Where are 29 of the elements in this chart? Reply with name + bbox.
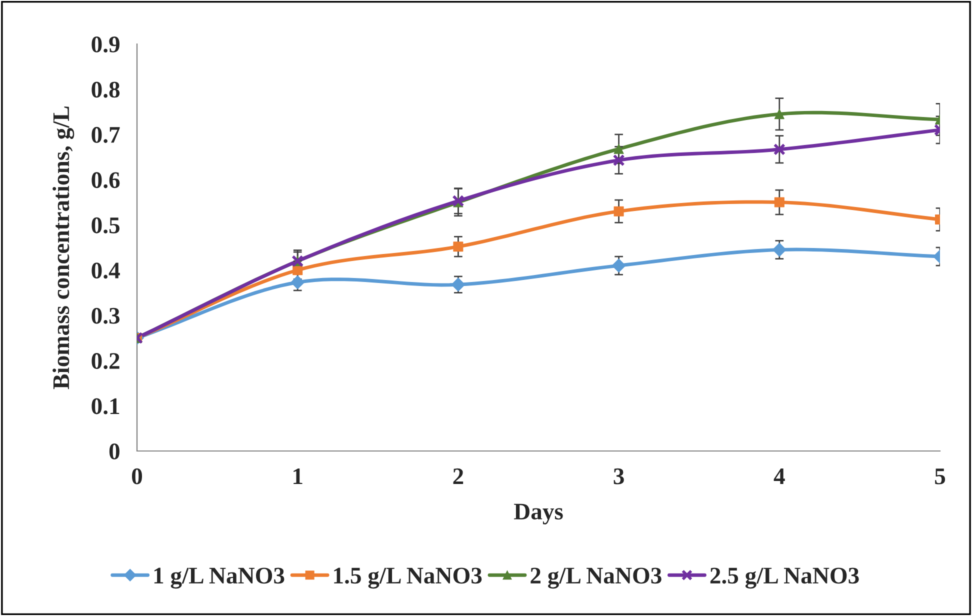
y-tick-label: 0.6 — [92, 172, 120, 188]
y-tick-label: 0.3 — [92, 308, 120, 324]
y-tick-label: 0.9 — [92, 36, 120, 53]
x-tick-label: 4 — [774, 468, 785, 484]
y-tick-label: 0.8 — [92, 82, 120, 98]
legend-label: 1 g/L NaNO3 — [154, 568, 284, 589]
y-tick-label: 0.1 — [92, 398, 120, 414]
point — [452, 194, 464, 207]
legend-label: 1.5 g/L NaNO3 — [334, 568, 482, 589]
legend-label: 2 g/L NaNO3 — [530, 568, 662, 589]
x-tick-label: 2 — [453, 468, 464, 484]
point — [612, 154, 625, 166]
x-tick-label: 3 — [614, 468, 624, 484]
point — [453, 242, 464, 252]
y-tick-label: 0 — [109, 443, 120, 460]
x-tick-label: 0 — [132, 468, 142, 484]
point — [614, 206, 624, 216]
y-tick-label: 0.2 — [92, 353, 120, 370]
x-tick-label: 5 — [935, 468, 946, 484]
legend-label: 2.5 g/L NaNO3 — [710, 568, 859, 589]
y-tick-label: 0.5 — [92, 217, 120, 234]
y-tick-label: 0.4 — [92, 262, 120, 279]
x-axis-title: Days — [514, 504, 563, 524]
y-axis-title: Biomass concentrations, g/L — [52, 106, 74, 390]
x-tick-label: 1 — [294, 468, 302, 484]
point — [612, 258, 626, 273]
y-tick-label: 0.7 — [92, 126, 120, 143]
point — [614, 144, 624, 154]
point — [292, 265, 303, 276]
